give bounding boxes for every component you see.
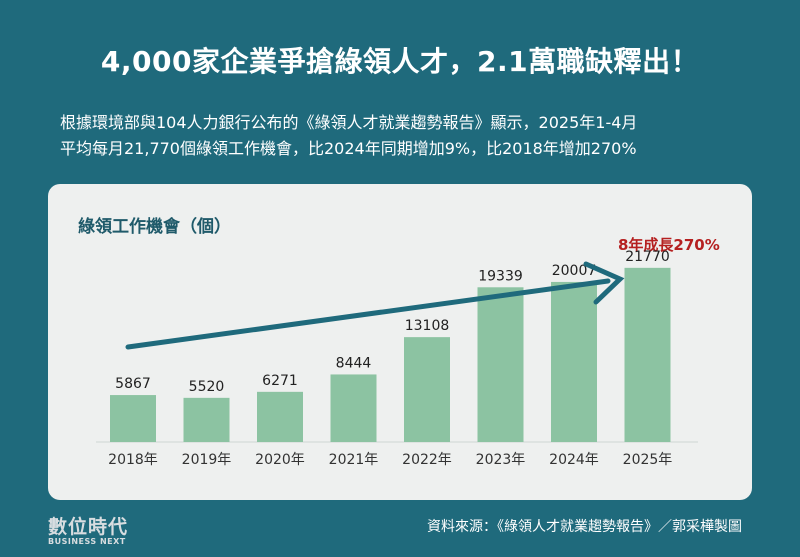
growth-arrow-head [583,261,625,305]
x-tick-label: 2022年 [402,452,452,468]
data-label: 5867 [115,376,151,392]
logo-chinese: 數位時代 [48,516,129,538]
source-note: 資料來源：《綠領人才就業趨勢報告》／郭采樺製圖 [427,519,742,535]
x-tick-label: 2025年 [623,452,673,468]
description-line-1: 根據環境部與104人力銀行公布的《綠領人才就業趨勢報告》顯示，2025年1-4月 [60,113,638,132]
chart-card: 綠領工作機會（個） 8年成長270% 5867 2018年 5520 2019年 627… [48,184,752,500]
bar-2023年 [477,287,524,442]
bar-2021年 [330,374,377,442]
x-tick-label: 2020年 [255,452,305,468]
brand-logo: 數位時代 BUSINESS NEXT [48,512,148,546]
data-label: 20007 [552,263,597,279]
data-label: 19339 [478,268,523,284]
data-label: 8444 [336,355,372,371]
headline: 4,000家企業爭搶綠領人才，2.1萬職缺釋出！ [100,45,700,78]
description-line-2: 平均每月21,770個綠領工作機會，比2024年同期增加9%，比2018年增加2… [60,139,637,158]
description: 根據環境部與104人力銀行公布的《綠領人才就業趨勢報告》顯示，2025年1-4月… [60,110,760,162]
bar-2018年 [110,395,156,442]
bar-2025年 [624,267,671,442]
bar-2020年 [257,391,303,442]
bar-2019年 [183,397,230,442]
x-tick-label: 2021年 [329,452,379,468]
x-tick-label: 2019年 [182,452,232,468]
data-label: 13108 [405,318,450,334]
growth-arrow-line [125,278,611,350]
data-label: 21770 [625,249,670,265]
x-tick-label: 2023年 [476,452,526,468]
chart-title: 綠領工作機會（個） [78,217,231,237]
bar-2024年 [551,281,597,442]
data-label: 5520 [189,379,225,395]
data-label: 6271 [262,373,298,389]
bar-chart: 5867 2018年 5520 2019年 6271 2020年 8444 2021年 1310… [96,249,698,468]
bar-2022年 [404,337,450,442]
x-tick-label: 2018年 [108,452,158,468]
growth-annotation: 8年成長270% [618,236,720,254]
logo-english: BUSINESS NEXT [48,537,126,546]
x-tick-label: 2024年 [549,452,599,468]
